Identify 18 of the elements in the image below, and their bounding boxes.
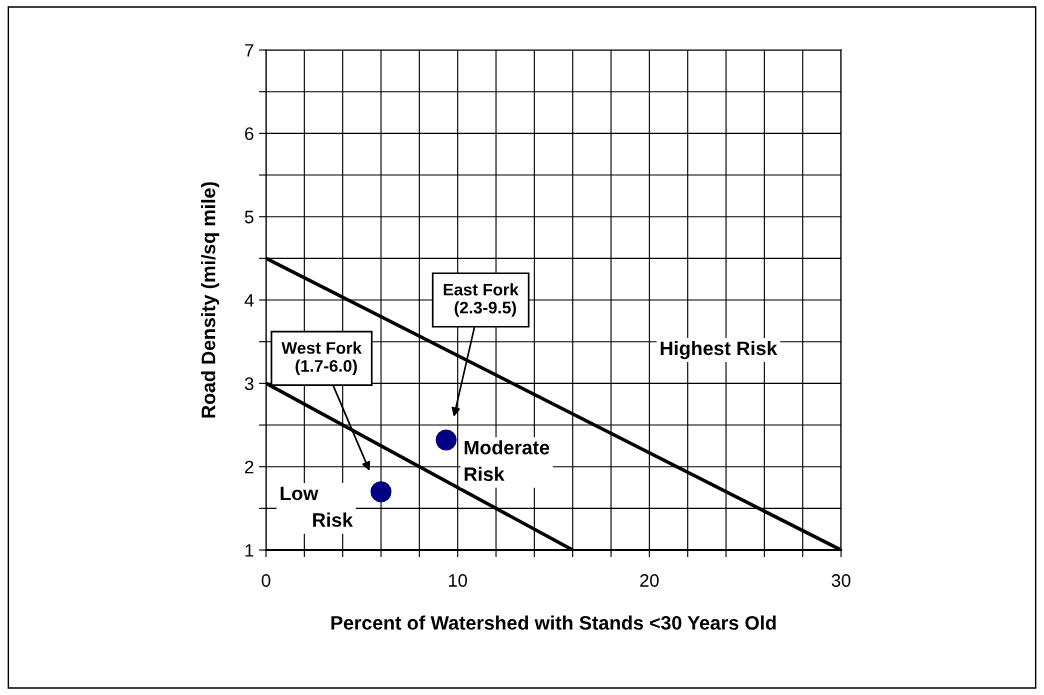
annotation: Highest Risk: [660, 340, 778, 360]
y-tick-label: 7: [245, 44, 254, 57]
x-tick-label: 20: [640, 574, 659, 587]
annotation: Moderate Risk: [464, 440, 550, 482]
x-axis-title: Percent of Watershed with Stands <30 Years Old: [331, 615, 776, 630]
x-tick-label: 0: [261, 574, 271, 587]
y-tick-label: 3: [244, 377, 254, 391]
y-tick-label: 6: [245, 127, 254, 141]
annotation: Low Risk: [280, 486, 353, 527]
y-tick-label: 4: [244, 294, 254, 307]
annotation: West Fork (1.7-6.0): [281, 341, 362, 376]
y-tick-label: 1: [245, 544, 254, 557]
y-tick-label: 2: [245, 460, 254, 474]
x-tick-label: 30: [831, 574, 851, 587]
annotation: East Fork (2.3-9.5): [443, 283, 519, 317]
y-axis-title: Road Density (mi/sq mile): [201, 182, 220, 418]
x-tick-label: 10: [449, 574, 468, 587]
y-tick-label: 5: [244, 210, 254, 224]
